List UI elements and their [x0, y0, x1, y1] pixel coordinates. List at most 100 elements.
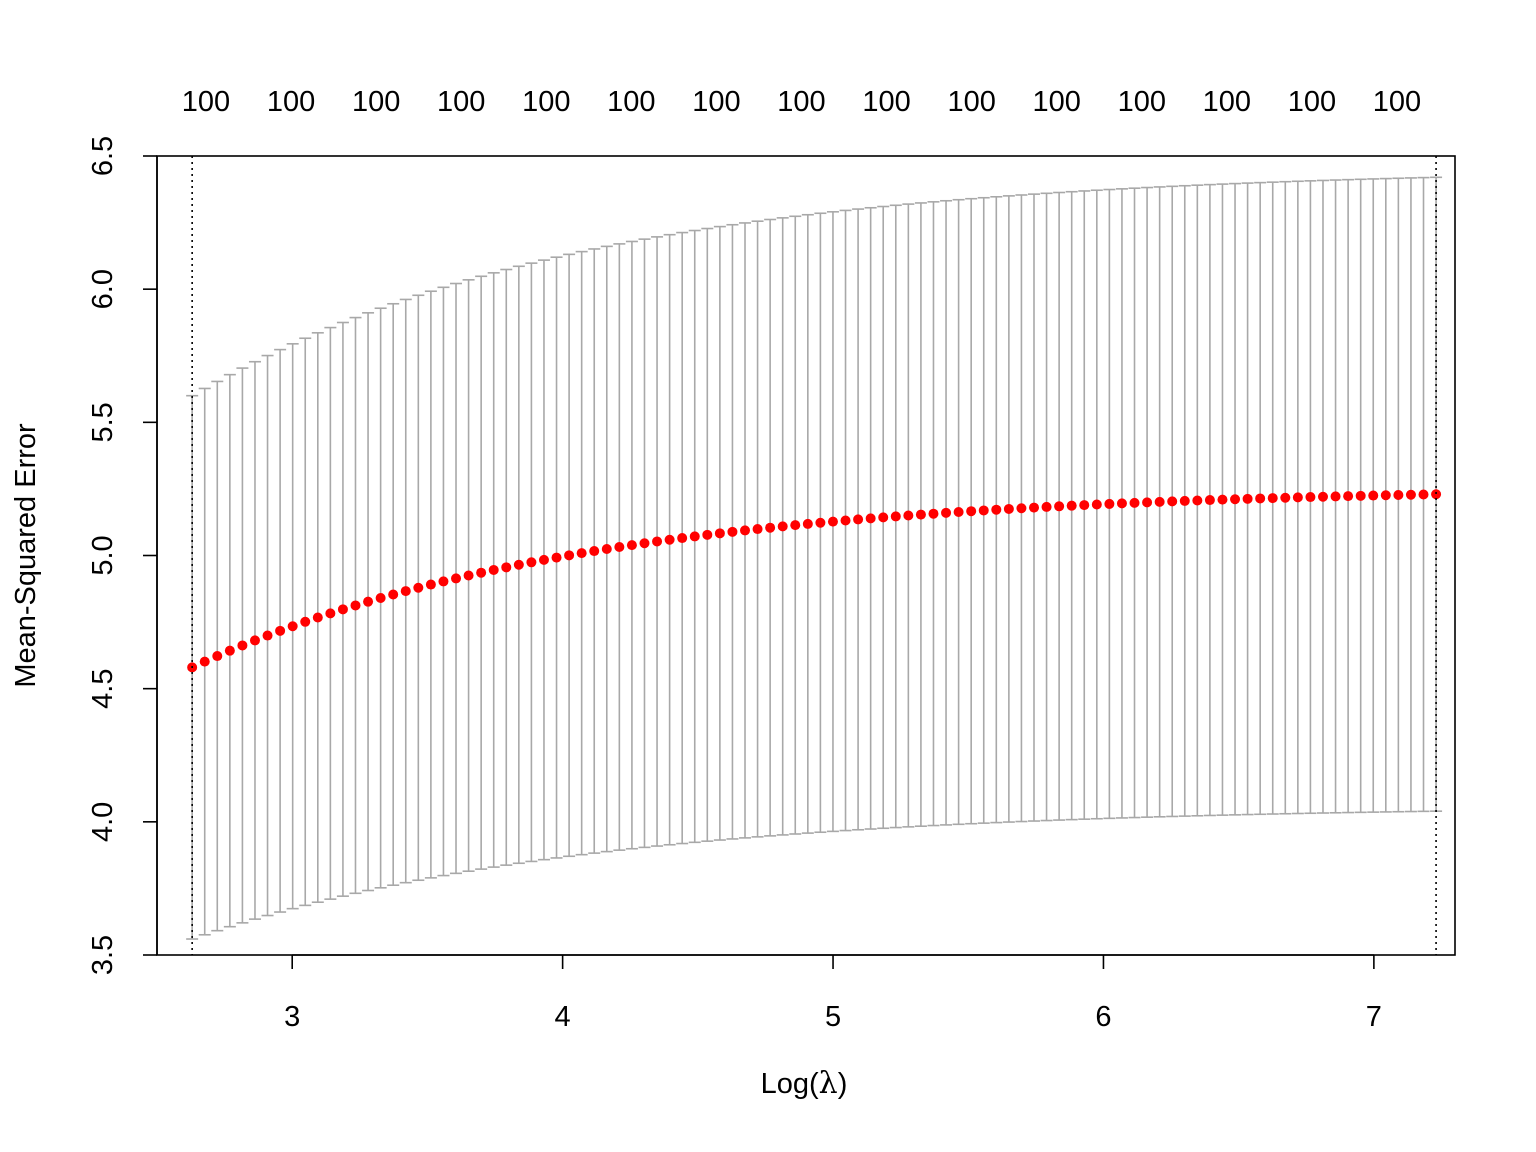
mse-point	[551, 552, 562, 563]
mse-point	[438, 576, 449, 587]
mse-point	[1142, 497, 1153, 508]
mse-point	[312, 612, 323, 623]
x-tick-label: 4	[555, 1001, 571, 1033]
mse-point	[1091, 499, 1102, 510]
mse-point	[249, 635, 260, 646]
mse-point	[1317, 491, 1328, 502]
mse-point	[1104, 498, 1115, 509]
mse-point	[1355, 490, 1366, 501]
mse-point	[1368, 490, 1379, 501]
mse-point	[1343, 491, 1354, 502]
y-tick-label: 6.0	[87, 269, 119, 309]
y-axis: 3.5 4.0 4.5 5.0 5.5 6.0 6.5	[87, 136, 158, 975]
mse-point	[1418, 489, 1429, 500]
mse-point	[689, 531, 700, 542]
top-axis-label: 100	[182, 86, 230, 118]
mse-point	[878, 512, 889, 523]
mse-point	[1179, 495, 1190, 506]
mse-point	[1129, 497, 1140, 508]
mse-point	[1280, 492, 1291, 503]
mse-point	[941, 507, 952, 518]
mse-point	[1267, 493, 1278, 504]
mse-point	[1167, 496, 1178, 507]
mse-point	[287, 621, 298, 632]
top-axis-label: 100	[777, 86, 825, 118]
mse-point	[765, 522, 776, 533]
mse-points	[187, 489, 1442, 673]
mse-point	[325, 608, 336, 619]
mse-point	[677, 533, 688, 544]
x-tick-label: 3	[284, 1001, 300, 1033]
mse-point	[1393, 489, 1404, 500]
top-axis-label: 100	[352, 86, 400, 118]
mse-point	[953, 507, 964, 518]
mse-point	[840, 515, 851, 526]
mse-point	[790, 520, 801, 531]
mse-point	[1217, 494, 1228, 505]
mse-point	[1431, 489, 1442, 500]
lambda-reference-lines	[191, 156, 1437, 955]
mse-point	[501, 562, 512, 573]
mse-point	[413, 582, 424, 593]
mse-point	[237, 640, 248, 651]
y-tick-label: 5.0	[87, 535, 119, 575]
x-axis-title: Log(λ)	[761, 1066, 848, 1101]
mse-point	[1292, 492, 1303, 503]
y-tick-label: 3.5	[87, 935, 119, 975]
mse-point	[488, 564, 499, 575]
mse-point	[928, 508, 939, 519]
y-axis-title: Mean-Squared Error	[10, 423, 42, 688]
mse-point	[224, 645, 235, 656]
mse-point	[966, 506, 977, 517]
mse-point	[400, 586, 411, 597]
mse-point	[915, 509, 926, 520]
mse-point	[1016, 503, 1027, 514]
top-axis-label: 100	[1288, 86, 1336, 118]
top-axis-label: 100	[1033, 86, 1081, 118]
mse-point	[652, 536, 663, 547]
mse-point	[802, 518, 813, 529]
top-axis-label: 100	[607, 86, 655, 118]
mse-point	[1066, 500, 1077, 511]
top-axis-labels: 100 100 100 100 100 100 100 100 100 100 100 100 100 1…	[182, 86, 1421, 118]
top-axis-label: 100	[947, 86, 995, 118]
mse-point	[601, 543, 612, 554]
mse-point	[903, 510, 914, 521]
mse-point	[714, 528, 725, 539]
mse-point	[890, 511, 901, 522]
mse-point	[626, 540, 637, 551]
mse-point	[262, 630, 273, 641]
mse-point	[212, 651, 223, 662]
mse-point	[1305, 492, 1316, 503]
top-axis-label: 100	[1373, 86, 1421, 118]
mse-point	[1192, 495, 1203, 506]
top-axis-label: 100	[522, 86, 570, 118]
y-tick-label: 4.5	[87, 669, 119, 709]
mse-point	[740, 525, 751, 536]
x-axis: 3 4 5 6 7	[284, 954, 1382, 1033]
mse-point	[1154, 496, 1165, 507]
mse-point	[564, 550, 575, 561]
mse-point	[991, 504, 1002, 515]
mse-point	[1242, 493, 1253, 504]
mse-point	[865, 513, 876, 524]
mse-point	[425, 579, 436, 590]
mse-point	[1079, 500, 1090, 511]
mse-point	[777, 521, 788, 532]
mse-point	[639, 538, 650, 549]
mse-point	[589, 546, 600, 557]
mse-point	[1116, 498, 1127, 509]
x-axis-title-main: Log(	[761, 1068, 819, 1100]
mse-point	[300, 616, 311, 627]
mse-point	[1041, 501, 1052, 512]
mse-point	[1255, 493, 1266, 504]
mse-point	[476, 567, 487, 578]
error-bars	[186, 176, 1443, 940]
x-tick-label: 6	[1095, 1001, 1111, 1033]
mse-point	[513, 559, 524, 570]
mse-point	[727, 526, 738, 537]
mse-point	[576, 548, 587, 559]
y-tick-label: 6.5	[87, 136, 119, 176]
mse-point	[978, 505, 989, 516]
